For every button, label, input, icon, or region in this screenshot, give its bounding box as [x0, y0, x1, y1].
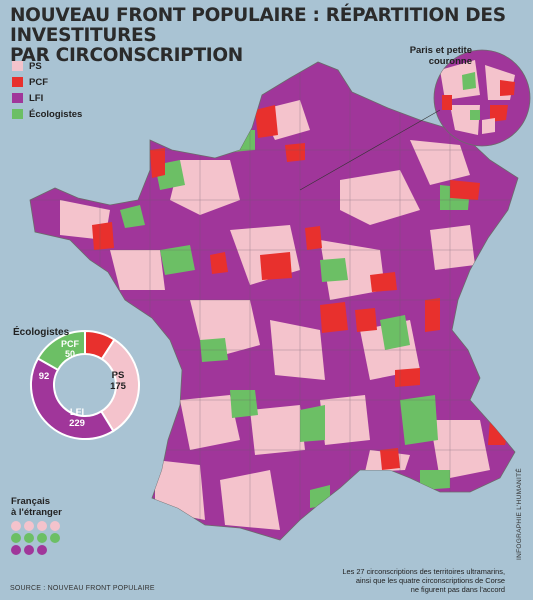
legend-label-pcf: PCF — [29, 76, 48, 88]
legend-item-pcf: PCF — [12, 74, 82, 90]
abroad-dot — [37, 533, 47, 543]
abroad-dot-row — [11, 545, 63, 555]
legend-item-ps: PS — [12, 58, 82, 74]
inset-label: Paris et petite couronne — [409, 45, 472, 67]
abroad-label-line-1: Français — [11, 496, 51, 507]
source: SOURCE : NOUVEAU FRONT POPULAIRE — [10, 585, 155, 592]
legend-item-lfi: LFI — [12, 90, 82, 106]
circonscriptions — [60, 100, 510, 530]
legend-swatch-lfi — [12, 93, 23, 103]
legend-label-ps: PS — [29, 60, 42, 72]
donut-title: Écologistes — [13, 327, 70, 338]
donut-label-pcf-value: 50 — [65, 349, 75, 359]
credit: INFOGRAPHIE L'HUMANITÉ — [516, 468, 523, 560]
abroad-label-line-2: à l'étranger — [11, 507, 62, 518]
map-title: NOUVEAU FRONT POPULAIRE : RÉPARTITION DE… — [10, 6, 525, 66]
title-line-1: NOUVEAU FRONT POPULAIRE : RÉPARTITION DE… — [10, 5, 506, 46]
abroad-dot-row — [11, 533, 63, 543]
note-line-2: ainsi que les quatre circonscriptions de… — [355, 576, 505, 585]
legend: PS PCF LFI Écologistes — [12, 58, 82, 122]
legend-label-ecologistes: Écologistes — [29, 108, 83, 120]
abroad-dot-row — [11, 521, 63, 531]
donut-label-ps-name: PS — [112, 370, 125, 381]
legend-label-lfi: LFI — [29, 92, 44, 104]
donut-label-ecologistes-value: 92 — [39, 371, 50, 382]
abroad-dot — [50, 521, 60, 531]
donut-label-ps-value: 175 — [110, 381, 127, 392]
note-line-1: Les 27 circonscriptions des territoires … — [342, 567, 505, 576]
abroad-dot — [24, 533, 34, 543]
abroad-dot — [11, 545, 21, 555]
donut-label-pcf-name: PCF — [61, 339, 80, 349]
abroad-dot — [11, 521, 21, 531]
abroad-dot — [11, 533, 21, 543]
legend-item-ecologistes: Écologistes — [12, 106, 82, 122]
note-line-3: ne figurent pas dans l'accord — [410, 585, 505, 594]
abroad-dot — [37, 545, 47, 555]
donut-slice-lfi — [30, 357, 115, 440]
abroad-dot — [37, 521, 47, 531]
abroad-label: Français à l'étranger — [11, 496, 62, 518]
donut-label-lfi-name: LFI — [70, 407, 84, 418]
donut-slice-ecologistes — [36, 329, 86, 372]
legend-swatch-pcf — [12, 77, 23, 87]
legend-swatch-ecologistes — [12, 109, 23, 119]
legend-swatch-ps — [12, 61, 23, 71]
note: Les 27 circonscriptions des territoires … — [300, 567, 505, 594]
donut-label-lfi-value: 229 — [69, 418, 85, 429]
title-line-2: PAR CIRCONSCRIPTION — [10, 45, 243, 66]
abroad-dot — [50, 533, 60, 543]
abroad-dot — [24, 521, 34, 531]
abroad-dots — [11, 521, 63, 557]
abroad-dot — [24, 545, 34, 555]
